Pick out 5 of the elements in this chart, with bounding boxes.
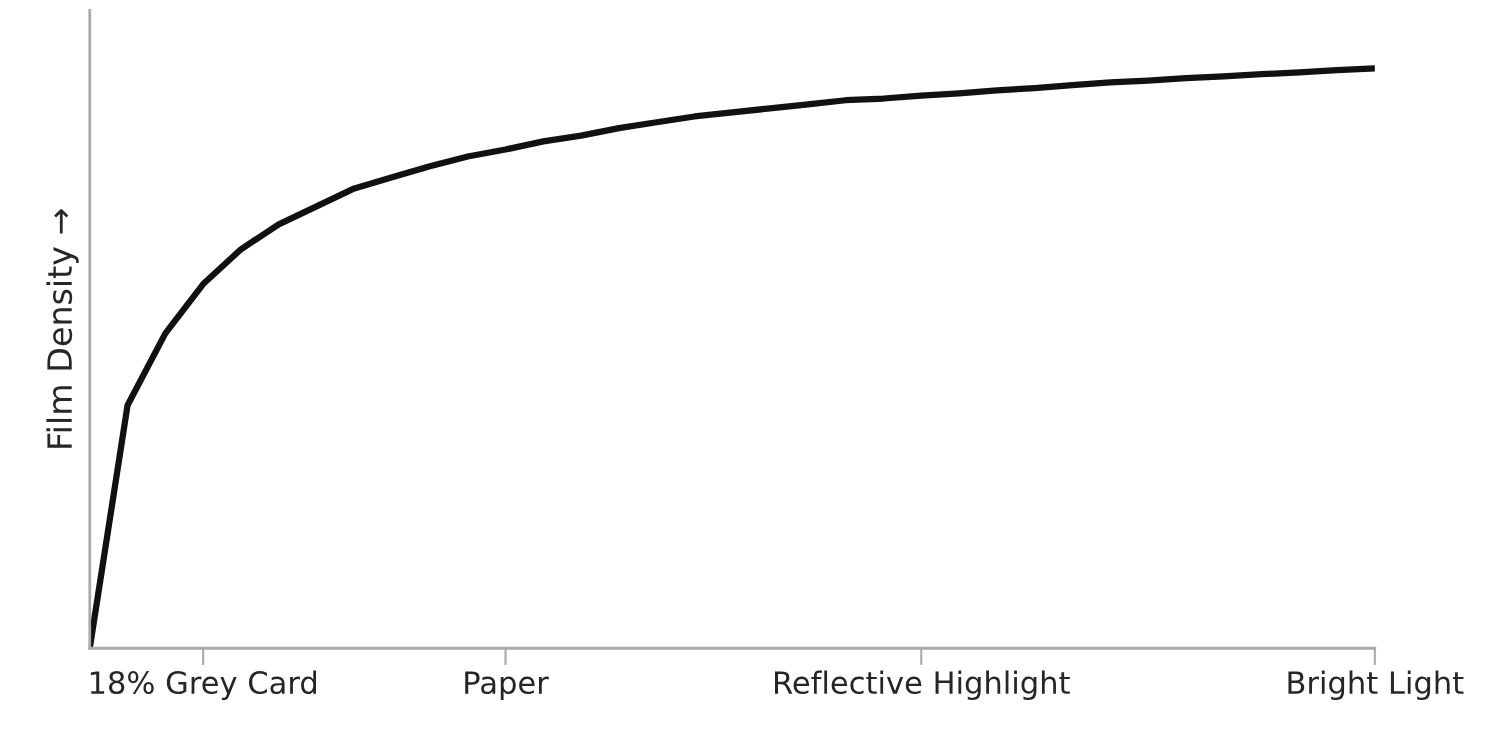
- y-axis-title: Film Density →: [46, 209, 79, 448]
- x-tick-label: Bright Light: [1288, 670, 1464, 701]
- x-tick-label: Paper: [465, 671, 549, 701]
- x-tick-label: 18% Grey Card: [90, 670, 316, 701]
- x-tick-label: Reflective Highlight: [775, 670, 1070, 701]
